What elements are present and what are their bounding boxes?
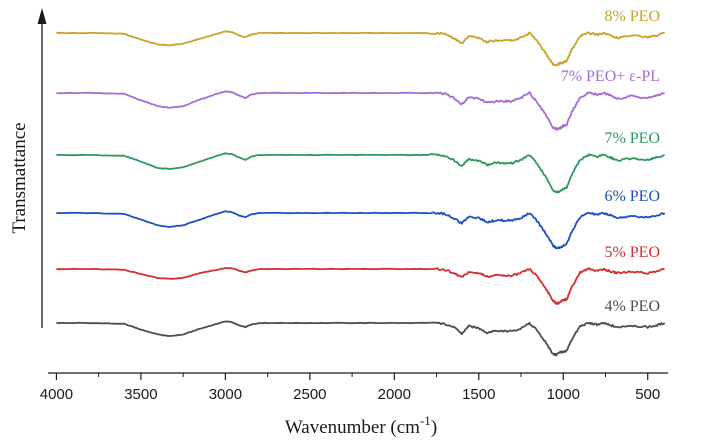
series-label: 4% PEO bbox=[604, 298, 660, 315]
series-label: 7% PEO bbox=[604, 130, 660, 147]
x-tick-label: 3000 bbox=[209, 386, 242, 403]
series-line bbox=[56, 30, 665, 67]
x-axis-title-close: ) bbox=[431, 417, 437, 438]
series-line bbox=[56, 210, 666, 250]
x-tick-label: 1500 bbox=[462, 386, 495, 403]
x-axis-title-superscript: -1 bbox=[420, 413, 431, 428]
series-line bbox=[56, 320, 666, 357]
series-label: 8% PEO bbox=[604, 8, 660, 25]
series-label: 5% PEO bbox=[604, 244, 660, 261]
series-layer: 4% PEO 5% PEO 6% PEO 7% PEO 7% PEO+ ε-PL 8% P… bbox=[56, 8, 666, 357]
series-label: 6% PEO bbox=[604, 188, 660, 205]
y-axis-arrowhead bbox=[37, 8, 47, 24]
series-label: 7% PEO+ ε-PL bbox=[561, 68, 660, 85]
y-axis-title: Transmattance bbox=[9, 122, 30, 233]
x-axis-title-main: Wavenumber (cm bbox=[285, 417, 420, 438]
x-tick-label: 1000 bbox=[547, 386, 580, 403]
series-line bbox=[56, 152, 665, 194]
series-line bbox=[56, 90, 666, 131]
x-tick-label: 2000 bbox=[378, 386, 411, 403]
x-tick-label: 2500 bbox=[293, 386, 326, 403]
x-tick-label: 3500 bbox=[124, 386, 157, 403]
series-line bbox=[56, 267, 665, 305]
x-axis-ticks: 4000 3500 3000 2500 2000 1500 1000 500 bbox=[40, 373, 660, 403]
x-tick-label: 500 bbox=[635, 386, 660, 403]
x-axis-title: Wavenumber (cm-1) bbox=[285, 413, 437, 438]
x-tick-label: 4000 bbox=[40, 386, 73, 403]
